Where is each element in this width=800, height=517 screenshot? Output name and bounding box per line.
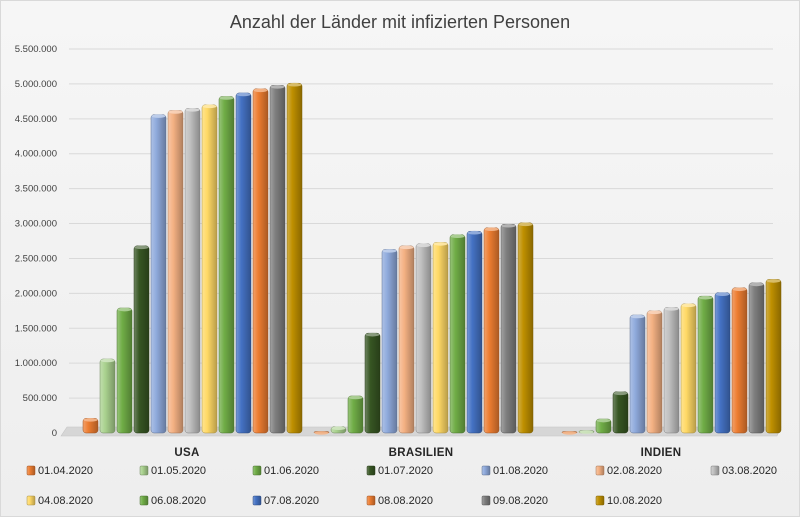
legend-item: 01.04.2020	[26, 465, 93, 477]
bar	[483, 227, 500, 434]
legend-item: 09.08.2020	[481, 495, 548, 507]
legend-item: 01.06.2020	[252, 465, 319, 477]
y-tick-label: 0	[52, 428, 57, 439]
y-tick-label: 3.500.000	[15, 184, 57, 195]
x-category-label: BRASILIEN	[389, 447, 454, 459]
bar	[150, 114, 167, 434]
svg-text:04.08.2020: 04.08.2020	[38, 495, 93, 507]
bar	[364, 332, 381, 434]
svg-text:01.08.2020: 01.08.2020	[493, 465, 548, 477]
bar	[167, 110, 184, 434]
bar	[449, 234, 466, 434]
y-tick-label: 1.500.000	[15, 323, 57, 334]
legend-item: 10.08.2020	[595, 495, 662, 507]
legend-item: 07.08.2020	[252, 495, 319, 507]
bar	[697, 295, 714, 434]
bar	[116, 307, 133, 434]
bar	[432, 242, 449, 434]
bar	[235, 92, 252, 434]
legend: 01.04.2020 01.05.2020 01.06.2020 01.07.2020…	[26, 465, 777, 507]
bar	[381, 249, 398, 434]
bar	[765, 279, 782, 434]
legend-item: 03.08.2020	[710, 465, 777, 477]
bar	[466, 230, 483, 434]
bars	[82, 82, 782, 435]
svg-text:02.08.2020: 02.08.2020	[607, 465, 662, 477]
svg-text:01.06.2020: 01.06.2020	[264, 465, 319, 477]
svg-text:06.08.2020: 06.08.2020	[151, 495, 206, 507]
svg-text:01.05.2020: 01.05.2020	[151, 465, 206, 477]
bar	[252, 88, 269, 434]
legend-item: 01.05.2020	[139, 465, 206, 477]
x-category-label: USA	[174, 447, 199, 459]
bar	[680, 303, 697, 434]
bar	[748, 282, 765, 434]
bar	[99, 358, 116, 434]
chart-title: Anzahl der Länder mit infizierten Person…	[230, 12, 570, 32]
y-tick-label: 4.500.000	[15, 114, 57, 125]
bar	[269, 85, 286, 434]
y-tick-label: 2.500.000	[15, 253, 57, 264]
legend-item: 01.08.2020	[481, 465, 548, 477]
bar	[629, 314, 646, 434]
y-axis: 0 500.000 1.000.000 1.500.000 2.000.000 2.500…	[15, 44, 57, 439]
svg-text:09.08.2020: 09.08.2020	[493, 495, 548, 507]
y-tick-label: 500.000	[23, 393, 57, 404]
bar	[133, 245, 150, 434]
bar	[184, 108, 201, 434]
bar	[201, 104, 218, 434]
y-tick-label: 5.500.000	[15, 44, 57, 55]
bar	[561, 431, 578, 435]
bar	[415, 243, 432, 434]
legend-item: 01.07.2020	[366, 465, 433, 477]
x-axis: USA BRASILIEN INDIEN	[174, 447, 681, 459]
legend-item: 02.08.2020	[595, 465, 662, 477]
bar	[663, 307, 680, 434]
bar	[578, 430, 595, 434]
bar	[646, 310, 663, 434]
x-category-label: INDIEN	[641, 447, 682, 459]
bar	[347, 395, 364, 434]
bar	[714, 292, 731, 434]
legend-item: 06.08.2020	[139, 495, 206, 507]
y-tick-label: 4.000.000	[15, 149, 57, 160]
bar	[218, 96, 235, 434]
y-tick-label: 2.000.000	[15, 288, 57, 299]
y-tick-label: 5.000.000	[15, 79, 57, 90]
svg-text:03.08.2020: 03.08.2020	[722, 465, 777, 477]
legend-item: 08.08.2020	[366, 495, 433, 507]
bar	[500, 223, 517, 434]
legend-item: 04.08.2020	[26, 495, 93, 507]
svg-text:10.08.2020: 10.08.2020	[607, 495, 662, 507]
svg-text:01.07.2020: 01.07.2020	[378, 465, 433, 477]
bar	[330, 426, 347, 434]
svg-text:08.08.2020: 08.08.2020	[378, 495, 433, 507]
bar	[286, 82, 303, 434]
bar	[595, 418, 612, 434]
bar	[517, 222, 534, 434]
bar	[82, 418, 99, 434]
y-tick-label: 1.000.000	[15, 358, 57, 369]
bar	[313, 431, 330, 435]
svg-text:01.04.2020: 01.04.2020	[38, 465, 93, 477]
y-tick-label: 3.000.000	[15, 219, 57, 230]
bar	[398, 245, 415, 434]
bar	[612, 391, 629, 434]
bar	[731, 287, 748, 434]
svg-text:07.08.2020: 07.08.2020	[264, 495, 319, 507]
